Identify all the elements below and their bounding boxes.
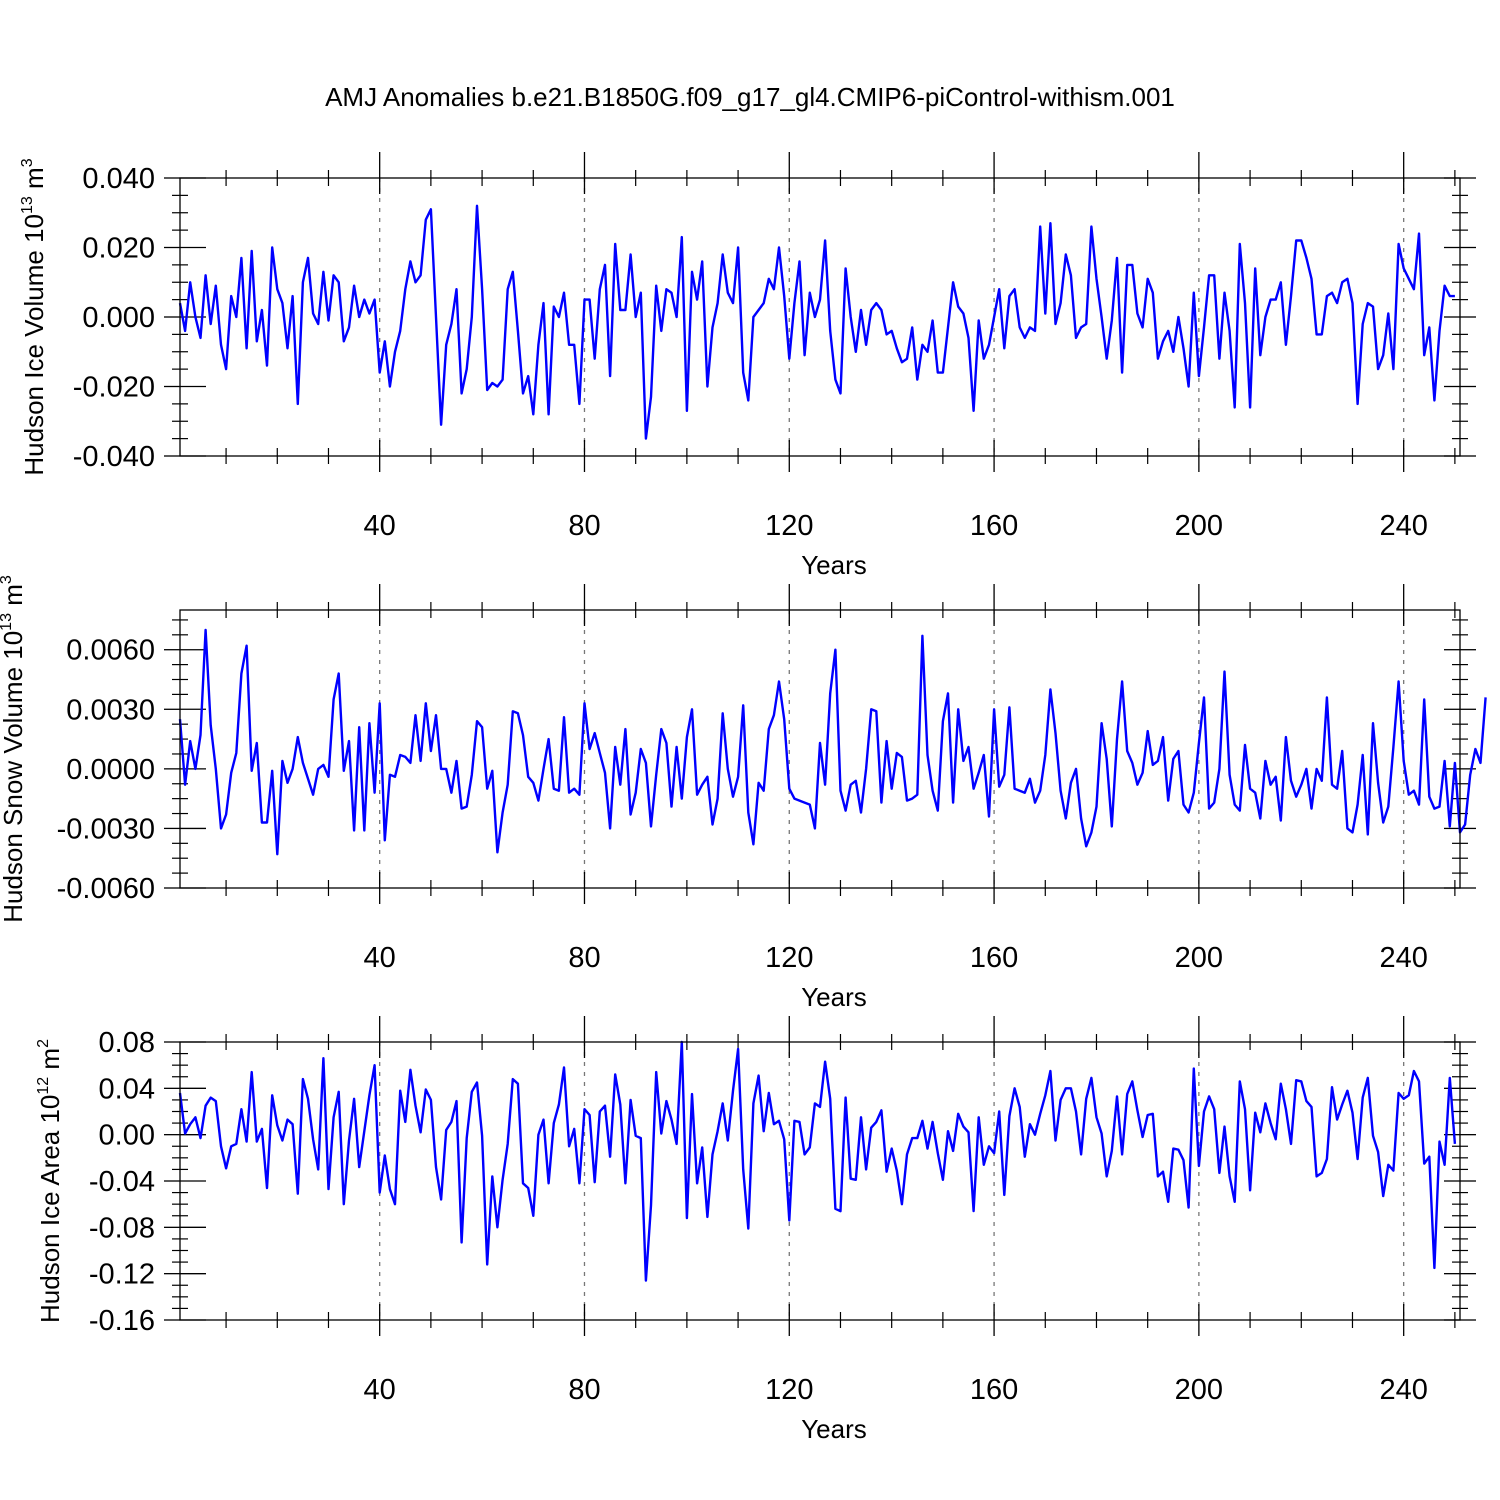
- panel-ice-area: 40 80 120 160 200 240 -0.16 -0.12 -0.08 -0.04 0.00…: [35, 1016, 1476, 1444]
- x-tick-label: 160: [970, 1374, 1018, 1406]
- x-tick-label: 120: [765, 1374, 813, 1406]
- y-tick-label: -0.020: [73, 372, 155, 404]
- panel-snow-volume: 40 80 120 160 200 240 -0.0060 -0.0030 0.0000 0.00…: [0, 575, 1487, 1012]
- x-tick-label: 40: [364, 1374, 396, 1406]
- series-line-ice-volume: [178, 204, 1455, 440]
- x-tick-label: 240: [1379, 942, 1427, 974]
- chart-title: AMJ Anomalies b.e21.B1850G.f09_g17_gl4.C…: [325, 82, 1175, 112]
- y-tick-label: 0.0060: [66, 635, 155, 667]
- x-tick-label: 40: [364, 942, 396, 974]
- x-tick-label: 80: [568, 1374, 600, 1406]
- y-tick-label: -0.12: [89, 1259, 155, 1291]
- x-tick-label: 240: [1379, 510, 1427, 542]
- x-tick-label: 200: [1175, 1374, 1223, 1406]
- x-tick-label: 80: [568, 942, 600, 974]
- y-tick-label: -0.040: [73, 441, 155, 473]
- plot-frame: [179, 1041, 1461, 1321]
- panels: 40 80 120 160 200 240 -0.040 -0.020 0.000 0.020 0.…: [0, 152, 1487, 1444]
- plot-frame: [179, 609, 1461, 889]
- y-tick-label: 0.040: [82, 163, 155, 195]
- x-tick-label: 120: [765, 510, 813, 542]
- y-tick-label: 0.08: [99, 1027, 155, 1059]
- x-axis-title: Years: [801, 982, 867, 1012]
- y-tick-label: 0.020: [82, 233, 155, 265]
- x-tick-label: 200: [1175, 510, 1223, 542]
- y-tick-label: -0.0060: [57, 873, 155, 905]
- series-line-snow-volume: [178, 628, 1487, 856]
- y-tick-label: 0.000: [82, 302, 155, 334]
- x-tick-label: 160: [970, 942, 1018, 974]
- x-tick-label: 240: [1379, 1374, 1427, 1406]
- y-tick-label: 0.0000: [66, 754, 155, 786]
- y-axis-title: Hudson Ice Area 1012 m2: [35, 1039, 65, 1323]
- x-tick-label: 120: [765, 942, 813, 974]
- y-tick-label: -0.04: [89, 1166, 155, 1198]
- plot-frame: [179, 177, 1461, 457]
- x-axis-title: Years: [801, 1414, 867, 1444]
- y-tick-label: -0.0030: [57, 813, 155, 845]
- y-tick-label: -0.16: [89, 1305, 155, 1337]
- y-axis-title: Hudson Snow Volume 1013 m3: [0, 575, 28, 923]
- x-tick-label: 40: [364, 510, 396, 542]
- x-tick-label: 160: [970, 510, 1018, 542]
- y-axis-title: Hudson Ice Volume 1013 m3: [19, 158, 49, 475]
- y-tick-label: 0.0030: [66, 694, 155, 726]
- x-tick-label: 80: [568, 510, 600, 542]
- x-tick-label: 200: [1175, 942, 1223, 974]
- y-tick-label: 0.00: [99, 1120, 155, 1152]
- y-tick-label: -0.08: [89, 1212, 155, 1244]
- panel-ice-volume: 40 80 120 160 200 240 -0.040 -0.020 0.000 0.020 0.…: [19, 152, 1476, 580]
- y-tick-label: 0.04: [99, 1073, 155, 1105]
- series-line-ice-area: [178, 1040, 1457, 1282]
- x-axis-title: Years: [801, 550, 867, 580]
